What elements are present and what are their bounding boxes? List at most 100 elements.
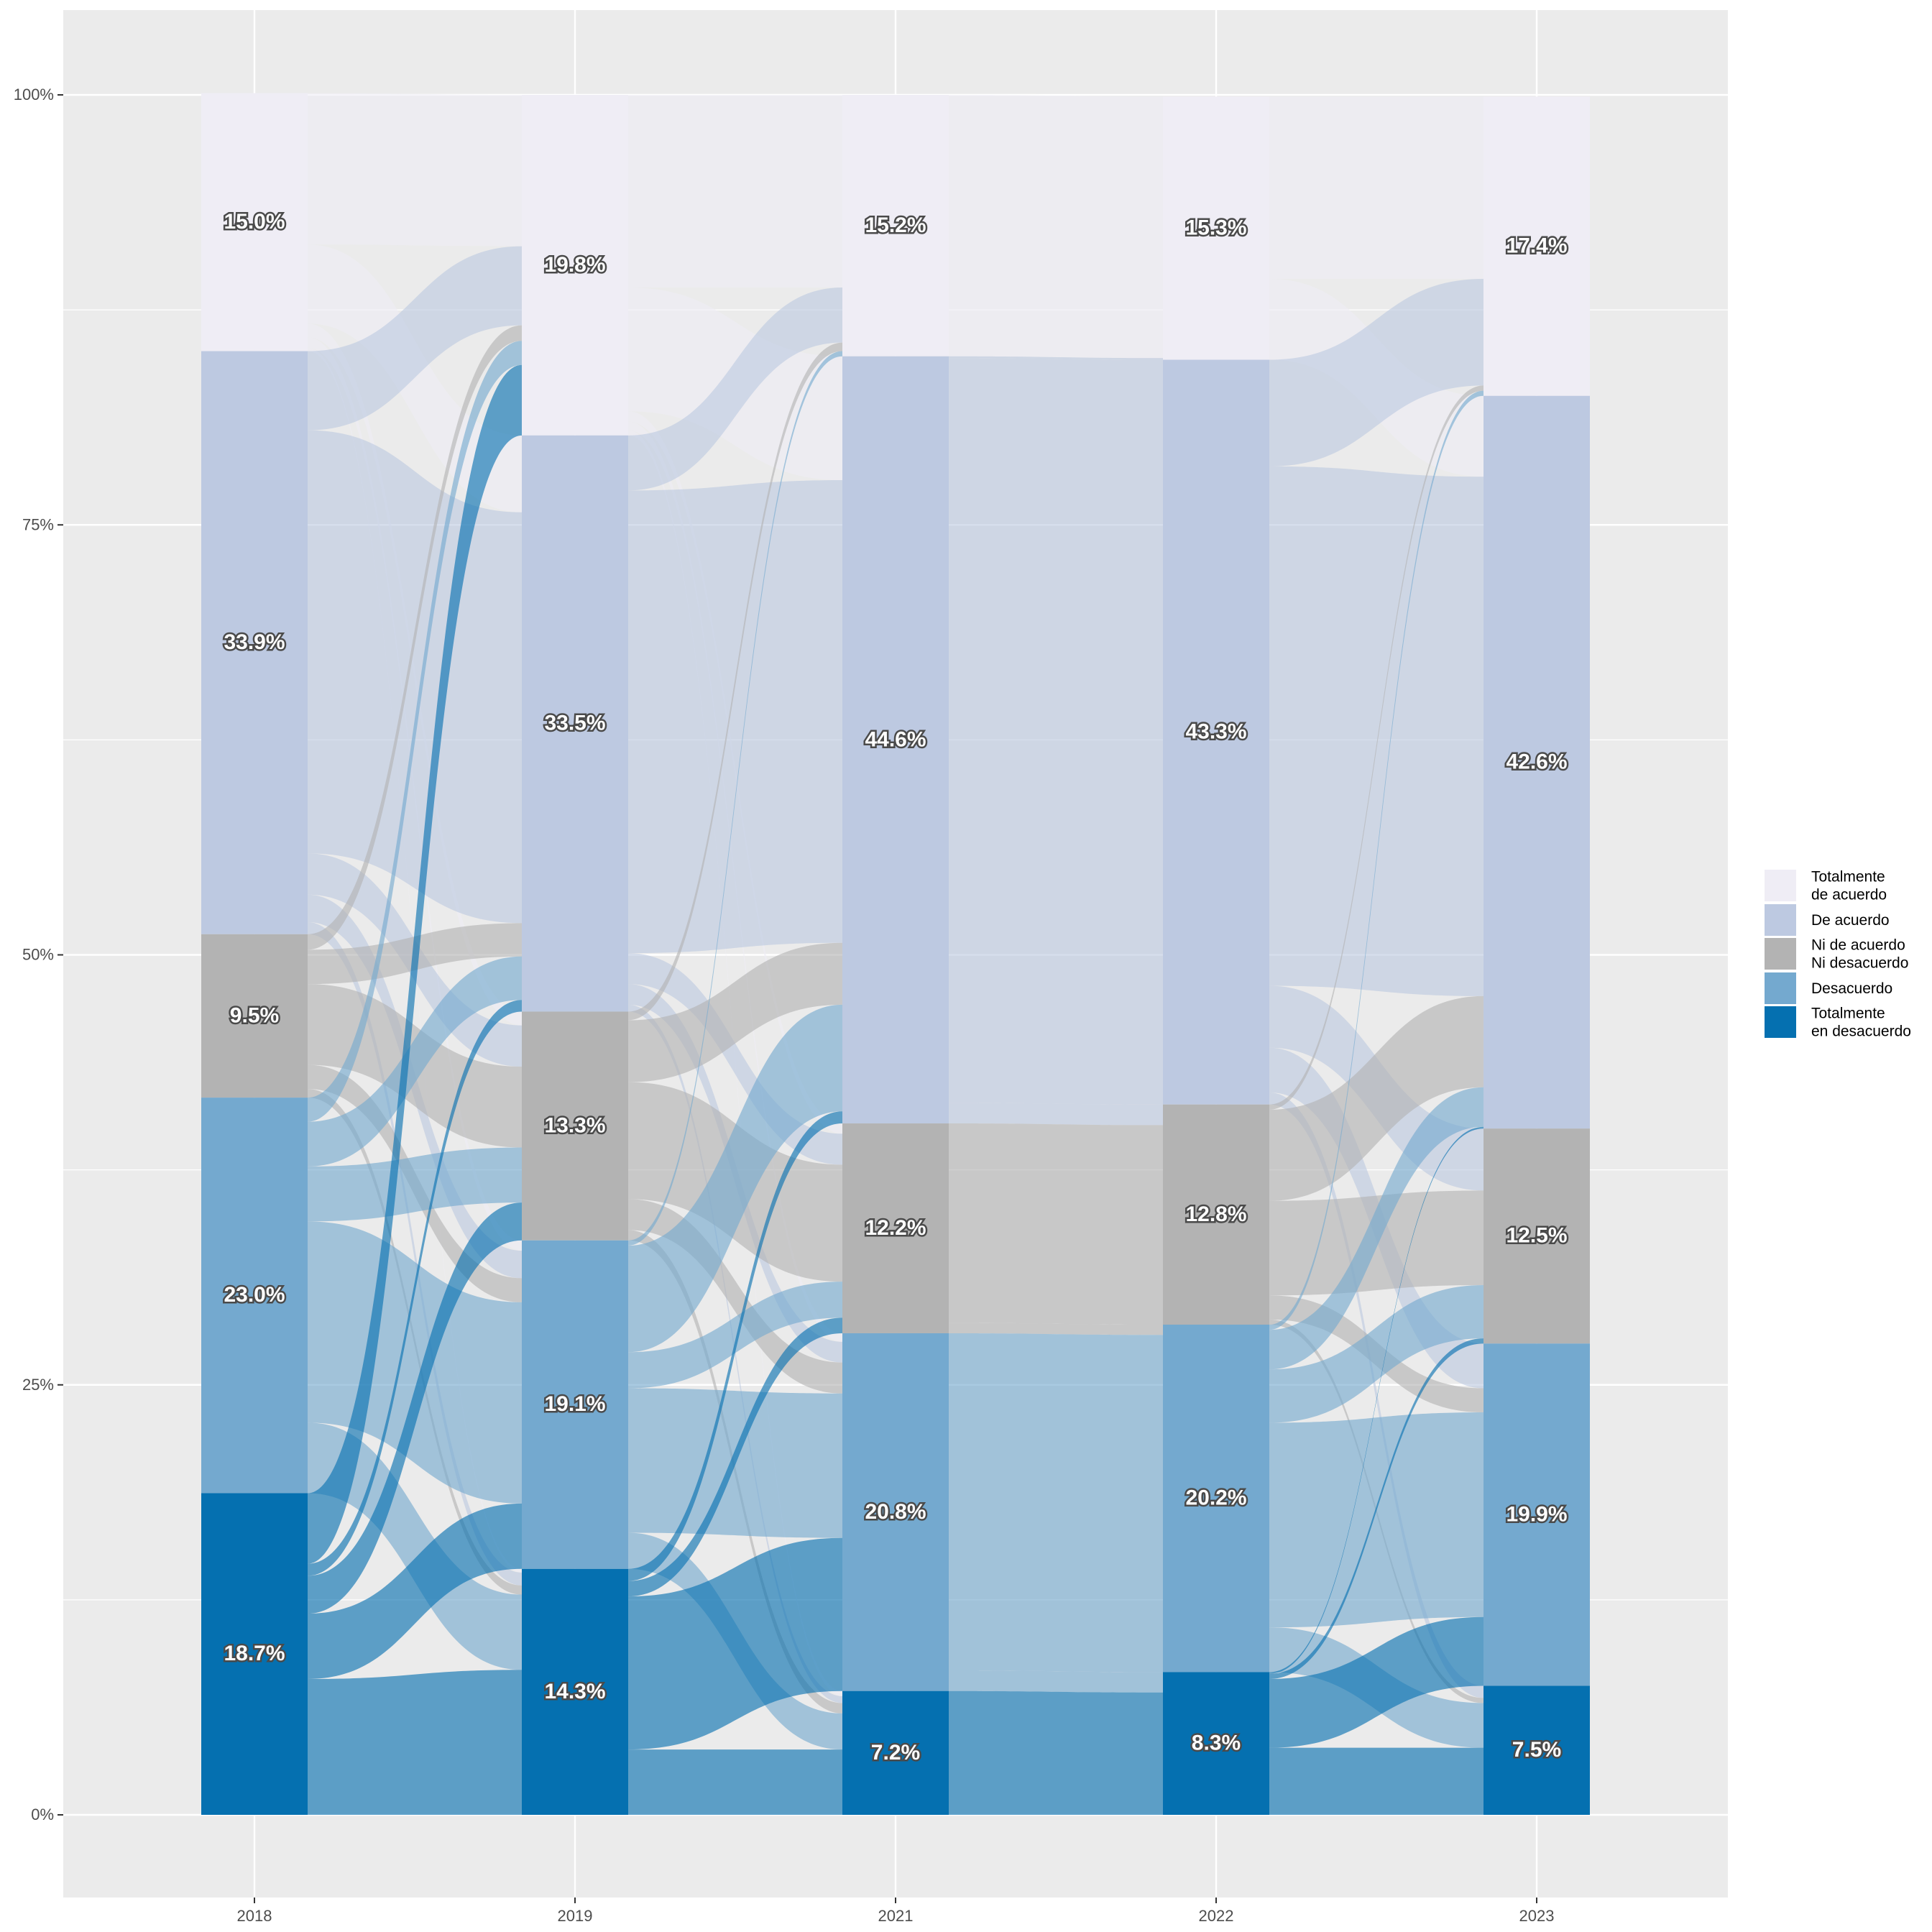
flow-da-to-ta (949, 356, 1163, 360)
flow-td-to-td (628, 1749, 842, 1815)
data-label: 15.2% (865, 213, 926, 237)
legend-label: de acuerdo (1811, 887, 1887, 903)
data-label: 15.3% (1185, 216, 1246, 239)
flow-de-to-td (949, 1670, 1163, 1693)
flow-da-to-da (1269, 466, 1484, 996)
y-tick-label: 100% (14, 86, 54, 104)
flow-td-to-ni (628, 1317, 842, 1597)
data-label: 43.3% (1185, 720, 1246, 744)
flow-td-to-de (1269, 1616, 1484, 1748)
bar-segment-ni-2019 (522, 1011, 628, 1241)
data-label: 15.0% (224, 210, 285, 234)
bar-segment-td-2018 (201, 1493, 308, 1815)
flow-de-to-td (308, 1422, 522, 1670)
bar-segment-de-2022 (1163, 1324, 1269, 1673)
bar-segment-ni-2021 (842, 1123, 949, 1333)
flow-ni-to-ta (1269, 385, 1484, 1110)
flow-da-to-ni (949, 1103, 1163, 1126)
legend-key-ni (1765, 938, 1796, 970)
bar-segment-td-2022 (1163, 1672, 1269, 1815)
bar-segment-ni-2018 (201, 934, 308, 1098)
y-tick-label: 0% (31, 1806, 54, 1823)
flow-da-to-ta (308, 246, 522, 431)
flow-ta-to-da (308, 244, 522, 512)
bar-segment-da-2023 (1484, 395, 1590, 1129)
data-label: 19.8% (544, 253, 605, 277)
legend-label: Totalmente (1811, 869, 1885, 886)
y-tick-label: 50% (22, 946, 54, 964)
data-label: 14.3% (544, 1680, 605, 1703)
data-label: 33.9% (224, 630, 285, 654)
bar-segment-ta-2023 (1484, 96, 1590, 396)
flow-td-to-de (308, 1503, 522, 1679)
x-tick-label: 2021 (878, 1907, 914, 1925)
bar-segment-da-2021 (842, 356, 949, 1124)
data-label: 42.6% (1506, 750, 1567, 773)
axis-layer: 0% 25% 50% 75% 100% 2018 2019 2021 2022 2023 (14, 86, 1555, 1925)
flow-da-to-da (949, 358, 1163, 1105)
flow-td-to-da (1269, 1126, 1484, 1674)
data-label: 23.0% (224, 1283, 285, 1307)
data-label: 12.8% (1185, 1202, 1246, 1226)
flow-td-to-ni (1269, 1338, 1484, 1679)
flow-td-to-td (949, 1690, 1163, 1815)
data-label: 33.5% (544, 712, 605, 735)
flow-td-to-td (308, 1670, 522, 1815)
data-label: 17.4% (1506, 234, 1567, 258)
flow-td-to-ta (308, 364, 522, 1564)
bar-segment-de-2018 (201, 1098, 308, 1494)
bar-segment-da-2019 (522, 435, 628, 1012)
flow-da-to-ni (628, 953, 842, 1165)
flow-de-to-de (1269, 1412, 1484, 1628)
flow-layer (308, 93, 1484, 1815)
data-label: 44.6% (865, 727, 926, 751)
bar-segment-da-2022 (1163, 359, 1269, 1105)
data-label: 20.8% (865, 1500, 926, 1524)
bar-segment-ta-2018 (201, 93, 308, 351)
flow-de-to-de (308, 1221, 522, 1504)
bar-segment-ta-2022 (1163, 96, 1269, 360)
legend-label: Desacuerdo (1811, 980, 1892, 997)
flow-td-to-da (308, 1000, 522, 1576)
flow-de-to-ni (628, 1282, 842, 1389)
data-label: 19.1% (544, 1392, 605, 1416)
flow-ni-to-ni (949, 1123, 1163, 1325)
bar-segment-de-2023 (1484, 1343, 1590, 1686)
data-label: 7.5% (1512, 1738, 1561, 1762)
y-tick-label: 25% (22, 1376, 54, 1394)
bar-segment-de-2019 (522, 1240, 628, 1569)
legend-label: Totalmente (1811, 1006, 1885, 1022)
x-tick-label: 2018 (237, 1907, 272, 1925)
x-tick-label: 2023 (1519, 1907, 1555, 1925)
data-label: 13.3% (544, 1114, 605, 1138)
bar-segment-da-2018 (201, 351, 308, 934)
data-label: 12.2% (865, 1216, 926, 1240)
bar-segment-ta-2021 (842, 95, 949, 356)
bar-layer (201, 93, 1590, 1815)
bar-segment-ni-2022 (1163, 1104, 1269, 1325)
bar-segment-ni-2023 (1484, 1128, 1590, 1344)
bar-segment-td-2021 (842, 1690, 949, 1815)
flow-da-to-ta (628, 288, 842, 491)
bar-segment-td-2019 (522, 1568, 628, 1815)
flow-de-to-ni (308, 1147, 522, 1222)
flow-ni-to-de (949, 1322, 1163, 1335)
flow-ta-to-ta (308, 93, 522, 247)
bar-segment-td-2023 (1484, 1685, 1590, 1815)
x-tick-label: 2022 (1199, 1907, 1234, 1925)
y-tick-label: 75% (22, 515, 54, 533)
flow-de-to-ta (1269, 390, 1484, 1330)
legend-key-ta (1765, 870, 1796, 901)
flow-de-to-ta (308, 341, 522, 1122)
flow-ni-to-de (628, 1199, 842, 1394)
flow-de-to-da (308, 956, 522, 1167)
flow-de-to-ni (1269, 1284, 1484, 1423)
flow-de-to-ta (628, 351, 842, 1246)
flow-td-to-de (628, 1537, 842, 1750)
flow-da-to-td (1269, 1092, 1484, 1698)
data-label: 7.2% (871, 1741, 920, 1765)
legend-key-de (1765, 972, 1796, 1004)
x-tick-label: 2019 (558, 1907, 593, 1925)
bar-segment-ta-2019 (522, 95, 628, 436)
flow-de-to-da (1269, 1087, 1484, 1370)
